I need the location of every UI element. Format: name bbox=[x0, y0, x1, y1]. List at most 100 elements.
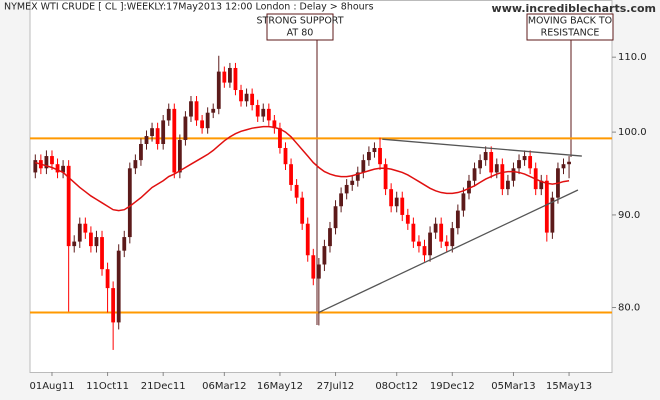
candle-body bbox=[111, 288, 116, 323]
candle-body bbox=[250, 93, 255, 106]
candle-body bbox=[378, 147, 382, 165]
candle-body bbox=[383, 164, 388, 190]
candle-body bbox=[222, 71, 227, 83]
candle-body bbox=[127, 168, 132, 238]
annotation: MOVING BACK TO RESISTANCE bbox=[526, 13, 614, 157]
candle-body bbox=[216, 71, 221, 109]
candle-body bbox=[344, 184, 349, 194]
candle-body bbox=[328, 228, 332, 247]
candle-body bbox=[166, 108, 171, 121]
candle-body bbox=[455, 210, 460, 229]
x-tick-label: 05Mar13 bbox=[491, 381, 535, 392]
candle-body bbox=[189, 101, 193, 117]
candle-body bbox=[77, 223, 82, 242]
candle-body bbox=[183, 116, 188, 141]
candle-body bbox=[494, 164, 499, 173]
candle-body bbox=[228, 67, 232, 83]
candle-body bbox=[83, 223, 88, 233]
candle-body bbox=[105, 269, 110, 289]
candle-body bbox=[422, 246, 427, 256]
candle-body bbox=[116, 250, 121, 323]
annotation-text: STRONG SUPPORT bbox=[256, 16, 343, 27]
candle-body bbox=[439, 223, 444, 242]
candle-body bbox=[89, 232, 93, 247]
candle-body bbox=[283, 147, 288, 165]
candle-body bbox=[394, 197, 399, 207]
x-tick-label: 27Jul12 bbox=[317, 381, 355, 392]
candle-body bbox=[528, 156, 533, 169]
candle-body bbox=[544, 180, 549, 233]
candle-body bbox=[461, 193, 466, 211]
candle-body bbox=[194, 101, 199, 121]
candle-body bbox=[155, 128, 160, 144]
candle-body bbox=[539, 180, 544, 190]
annotation-text: AT 80 bbox=[287, 28, 314, 39]
candle-body bbox=[467, 180, 471, 194]
candle-body bbox=[177, 140, 182, 173]
candle-body bbox=[550, 197, 555, 233]
candle-body bbox=[261, 108, 266, 117]
y-tick-label: 100.0 bbox=[618, 127, 647, 138]
candle-body bbox=[350, 180, 355, 185]
x-tick-label: 19Dec12 bbox=[430, 381, 475, 392]
annotation-box bbox=[526, 13, 614, 41]
candle-body bbox=[66, 165, 71, 247]
candle-body bbox=[205, 112, 210, 129]
y-tick-label: 110.0 bbox=[618, 52, 647, 63]
candle-body bbox=[161, 120, 166, 144]
candle-body bbox=[389, 189, 394, 207]
x-tick-label: 15May13 bbox=[546, 381, 592, 392]
candle-body bbox=[411, 223, 416, 242]
candle-body bbox=[428, 232, 432, 256]
candle-body bbox=[417, 241, 421, 247]
x-tick-label: 08Oct12 bbox=[375, 381, 418, 392]
candle-body bbox=[511, 168, 516, 181]
candle-body bbox=[233, 67, 238, 91]
candle-body bbox=[100, 237, 104, 270]
candle-body bbox=[33, 160, 38, 173]
candle-body bbox=[444, 241, 449, 247]
candle-body bbox=[44, 156, 49, 169]
annotation-text: RESISTANCE bbox=[541, 28, 600, 39]
annotation: STRONG SUPPORT AT 80 bbox=[256, 13, 344, 325]
candle-body bbox=[122, 237, 127, 251]
y-tick-label: 80.0 bbox=[618, 303, 640, 314]
candle-body bbox=[55, 164, 60, 173]
candle-body bbox=[372, 147, 377, 153]
candle-body bbox=[72, 241, 77, 247]
candle-body bbox=[450, 228, 455, 247]
candle-body bbox=[367, 152, 371, 161]
x-tick-label: 16May12 bbox=[257, 381, 303, 392]
candle-body bbox=[172, 108, 177, 173]
candle-body bbox=[294, 184, 299, 198]
trend-line bbox=[382, 138, 582, 157]
candle-body bbox=[333, 206, 338, 229]
candle-body bbox=[150, 128, 154, 137]
candle-body bbox=[506, 180, 510, 190]
candle-body bbox=[478, 160, 482, 169]
candle-body bbox=[272, 120, 277, 129]
annotation-text: MOVING BACK TO bbox=[528, 16, 612, 27]
candle-body bbox=[561, 164, 566, 169]
candle-body bbox=[316, 264, 321, 279]
y-tick-label: 90.0 bbox=[618, 210, 640, 221]
chart-title: NYMEX WTI CRUDE [ CL ]:WEEKLY:17May2013 … bbox=[4, 2, 374, 13]
moving-average bbox=[35, 125, 570, 212]
watermark: www.incrediblecharts.com bbox=[492, 2, 656, 15]
candle-body bbox=[322, 246, 327, 265]
candle-body bbox=[305, 223, 310, 256]
candle-body bbox=[483, 152, 488, 161]
candle-body bbox=[355, 172, 360, 181]
candle-body bbox=[300, 197, 305, 224]
candle-body bbox=[567, 161, 571, 165]
candle-body bbox=[311, 255, 316, 279]
candle-body bbox=[400, 197, 405, 215]
x-tick-label: 11Oct11 bbox=[86, 381, 129, 392]
annotation-box bbox=[266, 13, 334, 41]
plot-area bbox=[29, 0, 613, 373]
candle-body bbox=[244, 93, 249, 102]
candle-body bbox=[133, 160, 138, 169]
candle-body bbox=[255, 105, 260, 117]
candle-body bbox=[361, 160, 366, 173]
